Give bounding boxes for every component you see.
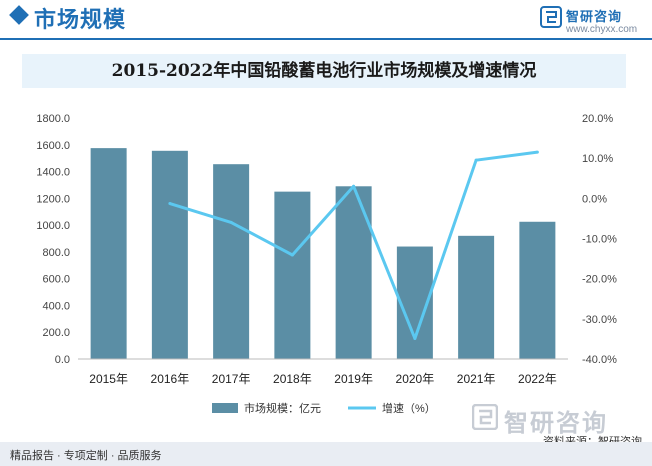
legend-bar-label: 市场规模：亿元 <box>244 401 321 415</box>
growth-point <box>229 220 233 224</box>
x-tick-label: 2020年 <box>396 372 435 386</box>
y-left-tick-label: 0.0 <box>55 354 70 366</box>
growth-point <box>535 150 539 154</box>
x-tick-label: 2017年 <box>212 372 251 386</box>
y-right-tick-label: -20.0% <box>582 274 617 286</box>
bar <box>519 221 556 359</box>
y-right-tick-label: 20.0% <box>582 113 613 125</box>
brand-logo-icon <box>540 6 562 28</box>
y-left-tick-label: 800.0 <box>42 247 70 259</box>
y-right-tick-label: 0.0% <box>582 193 607 205</box>
y-left-tick-label: 1400.0 <box>36 167 70 179</box>
brand-logo-icon <box>472 404 498 430</box>
y-left-tick-label: 1800.0 <box>36 113 70 125</box>
y-right-tick-label: -40.0% <box>582 354 617 366</box>
y-right-tick-label: 10.0% <box>582 153 613 165</box>
brand-name: 智研咨询 <box>566 9 623 24</box>
y-right-tick-label: -10.0% <box>582 234 617 246</box>
bar <box>90 148 127 359</box>
y-left-tick-label: 1000.0 <box>36 220 70 232</box>
bar <box>335 186 372 359</box>
growth-point <box>290 253 294 257</box>
growth-point <box>168 202 172 206</box>
brand-logo-block[interactable]: 智研咨询 www.chyxx.com <box>540 4 640 38</box>
x-tick-label: 2021年 <box>457 372 496 386</box>
x-tick-label: 2019年 <box>334 372 373 386</box>
growth-point <box>474 158 478 162</box>
x-tick-label: 2015年 <box>89 372 128 386</box>
chart-title-bar: 2015-2022年中国铅酸蓄电池行业市场规模及增速情况 <box>22 54 626 88</box>
legend-bar-swatch <box>212 403 238 413</box>
footer-brand-name: 智研咨询 <box>504 410 608 437</box>
x-tick-label: 2016年 <box>151 372 190 386</box>
header: 市场规模 智研咨询 www.chyxx.com <box>0 0 652 40</box>
y-left-tick-label: 600.0 <box>42 274 70 286</box>
y-left-tick-label: 1200.0 <box>36 193 70 205</box>
bar <box>458 235 495 359</box>
footer-bar: 精品报告 · 专项定制 · 品质服务 <box>0 442 652 466</box>
x-tick-label: 2022年 <box>518 372 557 386</box>
header-divider <box>0 38 652 40</box>
y-left-tick-label: 200.0 <box>42 327 70 339</box>
chart-title: 2015-2022年中国铅酸蓄电池行业市场规模及增速情况 <box>111 61 537 81</box>
legend-line-label: 增速（%） <box>382 401 436 415</box>
footer-services: 精品报告 · 专项定制 · 品质服务 <box>10 450 162 462</box>
bar <box>274 191 311 359</box>
growth-point <box>413 337 417 341</box>
growth-point <box>352 184 356 188</box>
bar <box>213 164 250 359</box>
diamond-bullet-icon <box>9 5 29 25</box>
section-title: 市场规模 <box>34 7 127 32</box>
footer-brand-watermark: 智研咨询 <box>472 402 642 437</box>
y-left-tick-label: 1600.0 <box>36 140 70 152</box>
y-left-tick-label: 400.0 <box>42 300 70 312</box>
chart-canvas: 0.0 200.0 400.0 600.0 800.0 1000.0 1200.0 1400.… <box>36 113 617 415</box>
y-right-tick-label: -30.0% <box>582 314 617 326</box>
brand-url: www.chyxx.com <box>566 24 638 35</box>
x-tick-label: 2018年 <box>273 372 312 386</box>
bar <box>151 150 188 359</box>
